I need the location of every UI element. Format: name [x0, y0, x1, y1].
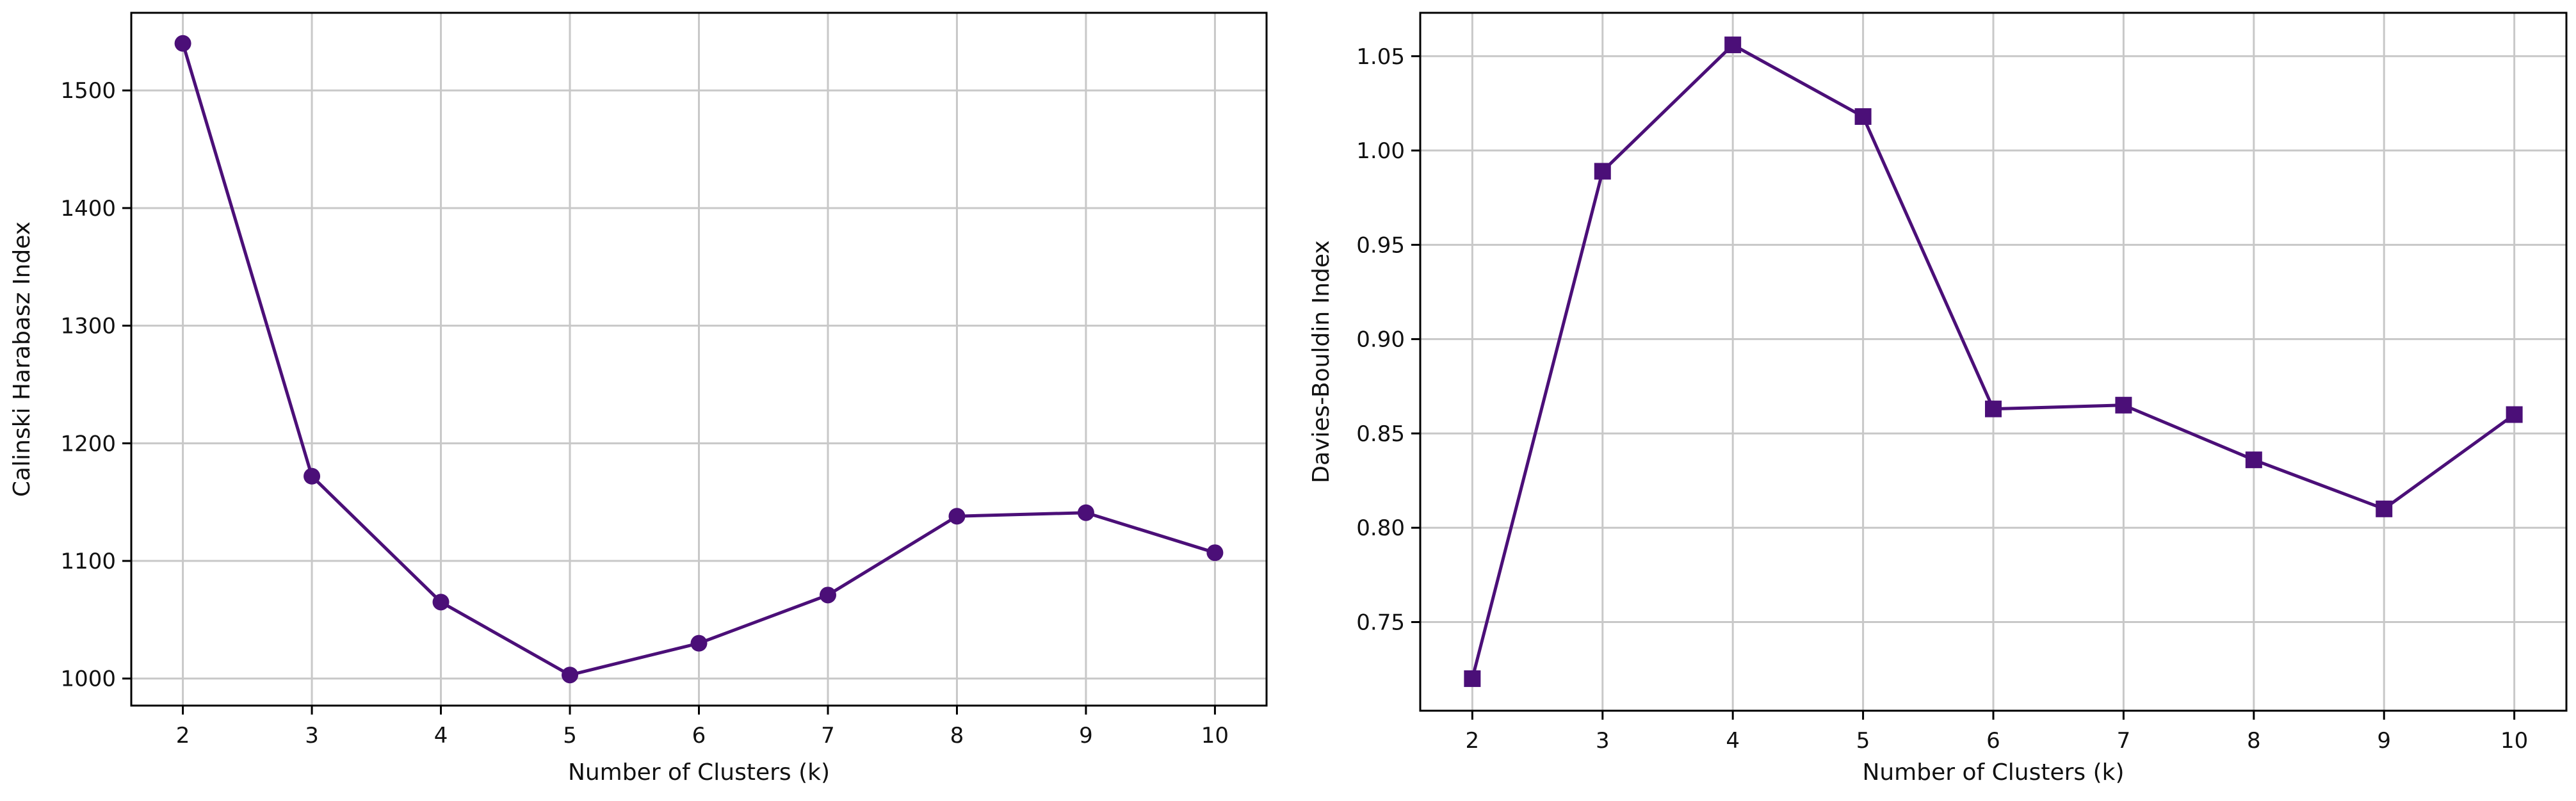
db-y-tick-label: 0.90: [1356, 327, 1405, 353]
db-y-tick-label: 0.80: [1356, 515, 1405, 541]
ch-chart-group: 2 3 4 5 6 7 8 9 10 1000 1100 1200 1300 1400 1500 Number…: [9, 12, 1268, 786]
ch-x-tick-label: 4: [434, 723, 448, 748]
db-data-point: [2115, 396, 2132, 414]
db-data-point: [2376, 500, 2393, 517]
db-x-tick-label: 9: [2377, 728, 2391, 754]
db-data-point: [1724, 36, 1742, 54]
ch-y-tick-label: 1300: [60, 314, 116, 339]
ch-y-tick-label: 1200: [60, 431, 116, 457]
db-x-tick-label: 6: [1986, 728, 2000, 754]
db-data-point: [1854, 108, 1872, 125]
ch-y-tick-label: 1100: [60, 549, 116, 574]
ch-x-tick-label: 2: [176, 723, 190, 748]
db-x-tick-label: 8: [2247, 728, 2261, 754]
db-y-tick-label: 0.95: [1356, 232, 1405, 258]
db-y-tick-label: 0.75: [1356, 610, 1405, 636]
db-x-axis-label: Number of Clusters (k): [1862, 759, 2124, 786]
ch-data-point: [819, 587, 836, 604]
ch-data-point: [948, 508, 966, 525]
ch-data-point: [1206, 544, 1224, 562]
ch-data-point: [304, 467, 321, 485]
db-data-point: [2245, 451, 2262, 469]
ch-x-axis-label: Number of Clusters (k): [568, 759, 830, 786]
ch-y-tick-label: 1500: [60, 78, 116, 104]
ch-x-tick-label: 6: [692, 723, 706, 748]
ch-y-tick-label: 1400: [60, 196, 116, 222]
ch-y-axis-label: Calinski Harabasz Index: [9, 222, 35, 497]
ch-x-tick-label: 7: [821, 723, 835, 748]
db-data-point: [2506, 406, 2523, 423]
ch-x-tick-label: 5: [563, 723, 577, 748]
ch-data-point: [1077, 504, 1094, 521]
db-x-tick-label: 2: [1466, 728, 1480, 754]
ch-x-tick-label: 10: [1201, 723, 1229, 748]
db-y-tick-label: 0.85: [1356, 421, 1405, 447]
ch-x-tick-label: 9: [1079, 723, 1093, 748]
ch-data-point: [690, 635, 708, 652]
ch-data-point: [174, 35, 191, 52]
ch-x-tick-label: 8: [950, 723, 964, 748]
db-data-point: [1464, 670, 1481, 687]
db-data-point: [1594, 163, 1611, 180]
db-y-tick-label: 1.00: [1356, 138, 1405, 164]
db-x-tick-label: 4: [1726, 728, 1740, 754]
ch-x-tick-label: 3: [305, 723, 319, 748]
ch-data-point: [432, 594, 450, 611]
db-x-tick-label: 3: [1596, 728, 1610, 754]
db-y-axis-label: Davies-Bouldin Index: [1308, 240, 1334, 483]
db-data-point: [1985, 400, 2002, 417]
db-x-tick-label: 5: [1856, 728, 1870, 754]
ch-data-point: [562, 667, 579, 684]
db-chart-group: 2 3 4 5 6 7 8 9 10 0.75 0.80 0.85 0.90 0.95 1.00 1.05 Nu…: [1308, 12, 2568, 786]
db-x-tick-label: 10: [2500, 728, 2528, 754]
db-x-tick-label: 7: [2117, 728, 2131, 754]
db-y-tick-label: 1.05: [1356, 44, 1405, 70]
ch-y-tick-label: 1000: [60, 667, 116, 692]
